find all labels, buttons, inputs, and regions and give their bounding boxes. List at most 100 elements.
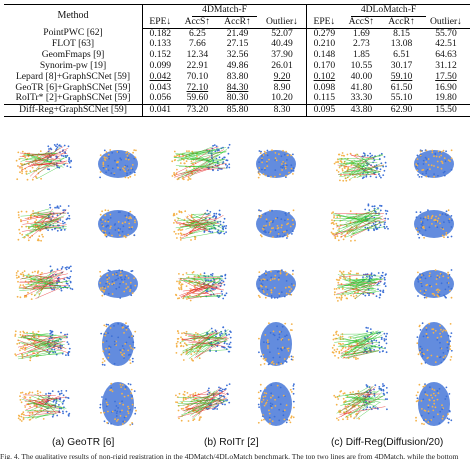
registration-example xyxy=(0,374,158,432)
value-cell: 62.90 xyxy=(381,104,422,117)
value-cell: 7.66 xyxy=(188,38,206,50)
value-cell: 0.148 xyxy=(306,49,342,61)
value-cell: 49.86 xyxy=(226,59,249,71)
group-header-4dlomatch: 4DLoMatch-F xyxy=(306,3,470,17)
table-row: Synorim-pw [19] 0.099 22.91 49.86 26.01 0.170… xyxy=(4,59,470,72)
value-cell: 59.10 xyxy=(390,70,413,82)
value-cell: 80.30 xyxy=(217,92,258,106)
value-cell: 55.10 xyxy=(381,92,422,106)
method-cell: Lepard [8]+GraphSCNet [59] xyxy=(15,70,131,82)
value-cell: 26.01 xyxy=(271,59,293,71)
registration-example xyxy=(316,374,474,432)
value-cell: 17.50 xyxy=(435,70,457,82)
table-row: FLOT [63] 0.133 7.66 27.15 40.49 0.210 2.73 13.… xyxy=(4,38,470,51)
value-cell: 40.00 xyxy=(350,70,373,82)
table-row: Diff-Reg+GraphSCNet [59] 0.041 73.20 85.80 8… xyxy=(4,104,470,117)
value-cell: 0.102 xyxy=(306,71,342,83)
value-cell: 10.55 xyxy=(350,59,373,71)
value-cell: 0.042 xyxy=(141,71,178,83)
registration-example xyxy=(0,314,158,372)
value-cell: 6.25 xyxy=(188,27,206,39)
registration-example xyxy=(158,374,316,432)
value-cell: 0.170 xyxy=(306,60,342,72)
value-cell: 21.49 xyxy=(226,27,249,39)
registration-example xyxy=(158,134,316,192)
value-cell: 0.043 xyxy=(141,82,178,94)
value-cell: 1.69 xyxy=(353,27,370,39)
value-cell: 70.10 xyxy=(186,70,209,82)
results-table: Method 4DMatch-F 4DLoMatch-F EPE↓ AccS↑ … xyxy=(4,3,470,117)
value-cell: 0.056 xyxy=(141,92,178,106)
value-cell: 0.182 xyxy=(141,28,178,40)
registration-example xyxy=(0,134,158,192)
value-cell: 0.099 xyxy=(141,60,178,72)
value-cell: 42.51 xyxy=(435,38,457,50)
value-cell: 8.90 xyxy=(273,81,291,93)
table-row: GeomFmaps [9] 0.152 12.34 32.56 37.90 0.148 1.… xyxy=(4,49,470,61)
metric-header: AccS↑ xyxy=(177,16,218,29)
value-cell: 83.80 xyxy=(226,70,249,82)
metric-header: EPE↓ xyxy=(306,16,342,29)
value-cell: 40.49 xyxy=(271,38,293,50)
value-cell: 59.60 xyxy=(177,92,218,106)
metric-header: AccS↑ xyxy=(341,16,382,29)
value-cell: 13.08 xyxy=(390,38,413,50)
value-cell: 1.85 xyxy=(353,49,370,61)
value-cell: 37.90 xyxy=(271,49,293,61)
value-cell: 72.10 xyxy=(186,81,209,93)
value-cell: 43.80 xyxy=(341,104,382,117)
metric-header: EPE↓ xyxy=(141,16,178,29)
value-cell: 41.80 xyxy=(350,81,373,93)
method-cell: Synorim-pw [19] xyxy=(39,59,107,71)
panel-label-c: (c) Diff-Reg(Diffusion/20) xyxy=(331,437,444,448)
registration-example xyxy=(0,194,158,252)
method-header: Method xyxy=(4,4,143,29)
value-cell: 12.34 xyxy=(186,49,209,61)
value-cell: 6.51 xyxy=(393,49,410,61)
panel-label-b: (b) RoITr [2] xyxy=(204,437,259,448)
panel-label-a: (a) GeoTR [6] xyxy=(52,437,115,448)
registration-example xyxy=(158,314,316,372)
metric-header: AccR↑ xyxy=(217,16,258,29)
method-cell: GeomFmaps [9] xyxy=(41,49,105,61)
method-cell: Diff-Reg+GraphSCNet [59] xyxy=(4,104,143,117)
value-cell: 30.17 xyxy=(390,59,413,71)
value-cell: 0.210 xyxy=(306,39,342,51)
value-cell: 15.50 xyxy=(421,104,470,117)
registration-example xyxy=(316,134,474,192)
table-row: Lepard [8]+GraphSCNet [59] 0.042 70.10 83.8… xyxy=(4,70,470,83)
value-cell: 16.90 xyxy=(435,81,457,93)
value-cell: 27.15 xyxy=(226,38,249,50)
value-cell: 0.152 xyxy=(141,49,178,61)
table-body: PointPWC [62] 0.182 6.25 21.49 52.07 0.279 1.6… xyxy=(4,27,470,117)
value-cell: 0.115 xyxy=(306,92,342,106)
qualitative-figure xyxy=(0,134,474,430)
value-cell: 52.07 xyxy=(271,27,293,39)
method-cell: PointPWC [62] xyxy=(43,27,103,39)
metric-header: AccR↑ xyxy=(381,16,422,29)
metric-header: Outlier↓ xyxy=(421,16,470,29)
group-header-4dmatch: 4DMatch-F xyxy=(141,3,307,17)
value-cell: 61.50 xyxy=(390,81,413,93)
value-cell: 19.80 xyxy=(421,92,470,106)
value-cell: 9.20 xyxy=(273,70,291,82)
registration-example xyxy=(158,254,316,312)
figure-caption: Fig. 4. The qualitative results of non-r… xyxy=(0,452,459,459)
value-cell: 33.30 xyxy=(341,92,382,106)
registration-example xyxy=(158,194,316,252)
table-row: PointPWC [62] 0.182 6.25 21.49 52.07 0.279 1.6… xyxy=(4,27,470,40)
registration-example xyxy=(316,194,474,252)
table-row: GeoTR [6]+GraphSCNet [59] 0.043 72.10 84.30… xyxy=(4,81,470,94)
value-cell: 32.56 xyxy=(226,49,249,61)
value-cell: 0.041 xyxy=(141,104,178,117)
value-cell: 73.20 xyxy=(177,104,218,117)
value-cell: 0.098 xyxy=(306,82,342,94)
registration-example xyxy=(0,254,158,312)
value-cell: 2.73 xyxy=(353,38,370,50)
value-cell: 8.15 xyxy=(393,27,410,39)
value-cell: 0.095 xyxy=(306,104,342,117)
value-cell: 85.80 xyxy=(217,104,258,117)
value-cell: 0.279 xyxy=(306,28,342,40)
registration-example xyxy=(316,314,474,372)
value-cell: 55.70 xyxy=(435,27,457,39)
